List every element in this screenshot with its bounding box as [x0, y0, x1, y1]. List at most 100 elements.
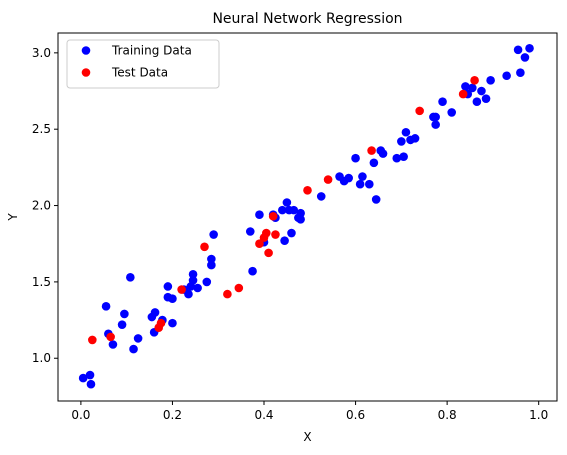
y-tick-label: 2.5: [32, 122, 51, 136]
data-point: [358, 172, 367, 181]
data-point: [296, 214, 305, 224]
data-point: [184, 289, 193, 299]
data-point: [207, 260, 216, 270]
legend: Training Data Test Data: [66, 39, 220, 89]
data-point: [296, 208, 305, 218]
data-point: [88, 335, 97, 345]
data-point: [117, 320, 127, 329]
x-axis-label: X: [303, 430, 311, 444]
series-training-data: [78, 43, 534, 389]
y-tick-label: 1.5: [32, 275, 51, 289]
x-axis-ticks: 0.0 0.2 0.4 0.6 0.8 1.0: [71, 401, 548, 422]
data-point: [468, 83, 477, 93]
y-axis-label: Y: [6, 213, 20, 222]
data-point: [188, 269, 198, 279]
data-point: [209, 230, 218, 239]
data-point: [472, 97, 482, 107]
x-tick-label: 0.4: [254, 408, 273, 422]
data-point: [351, 153, 360, 163]
data-point: [280, 236, 289, 245]
data-point: [410, 134, 420, 143]
legend-box: [66, 39, 220, 89]
data-point: [289, 205, 299, 215]
data-point: [371, 195, 381, 204]
data-point: [177, 285, 186, 294]
data-point: [255, 239, 264, 249]
x-tick-label: 0.8: [438, 408, 457, 422]
data-point: [248, 266, 257, 276]
data-point: [120, 309, 129, 319]
data-point: [193, 283, 202, 293]
x-tick-label: 1.0: [529, 408, 548, 422]
legend-marker: [81, 46, 91, 55]
data-point: [401, 127, 411, 137]
data-point: [129, 344, 138, 354]
data-point: [106, 332, 115, 342]
chart-title: Neural Network Regression: [212, 11, 402, 27]
y-tick-label: 3.0: [32, 46, 51, 60]
data-point: [392, 153, 402, 163]
data-point: [268, 211, 278, 221]
data-point: [513, 45, 523, 55]
data-point: [278, 205, 287, 215]
data-point: [202, 277, 212, 287]
data-point: [438, 97, 447, 107]
data-point: [323, 175, 333, 184]
data-point: [431, 112, 440, 122]
data-point: [481, 94, 491, 103]
data-point: [344, 173, 354, 183]
data-point: [78, 373, 88, 383]
data-point: [163, 282, 173, 291]
data-point: [255, 210, 264, 220]
data-point: [223, 289, 232, 299]
data-point: [262, 228, 271, 238]
data-point: [271, 230, 280, 239]
data-point: [108, 340, 118, 349]
data-point: [303, 185, 312, 195]
data-point: [282, 198, 292, 207]
y-tick-label: 1.0: [32, 351, 51, 365]
data-point: [458, 89, 468, 99]
data-point: [188, 276, 198, 285]
data-point: [168, 294, 177, 303]
data-point: [365, 179, 374, 189]
data-point: [470, 76, 479, 85]
data-point: [461, 82, 470, 91]
data-point: [486, 76, 495, 85]
legend-label: Training Data: [111, 44, 192, 58]
data-point: [207, 254, 216, 264]
y-tick-label: 2.0: [32, 199, 51, 213]
data-point: [156, 318, 166, 328]
data-point: [101, 302, 111, 311]
x-tick-label: 0.2: [163, 408, 182, 422]
data-point: [525, 43, 534, 53]
legend-label: Test Data: [111, 66, 168, 80]
x-tick-label: 0.6: [346, 408, 365, 422]
data-point: [447, 108, 457, 117]
data-point: [378, 149, 388, 158]
x-tick-label: 0.0: [71, 408, 90, 422]
data-point: [287, 228, 296, 238]
data-point: [150, 308, 160, 317]
data-point: [516, 68, 525, 77]
data-point: [355, 179, 365, 189]
data-point: [415, 106, 424, 116]
plot-points: [78, 43, 534, 389]
data-point: [502, 71, 511, 81]
data-point: [264, 248, 273, 258]
data-point: [85, 370, 95, 380]
y-axis-ticks: 1.0 1.5 2.0 2.5 3.0: [32, 46, 58, 365]
data-point: [520, 53, 530, 62]
data-point: [133, 334, 143, 343]
data-point: [369, 158, 379, 168]
data-point: [431, 120, 440, 129]
data-point: [86, 379, 96, 389]
data-point: [477, 86, 486, 96]
data-point: [200, 242, 209, 252]
data-point: [168, 318, 177, 328]
data-point: [245, 227, 255, 236]
data-point: [316, 192, 326, 201]
series-test-data: [88, 76, 479, 345]
